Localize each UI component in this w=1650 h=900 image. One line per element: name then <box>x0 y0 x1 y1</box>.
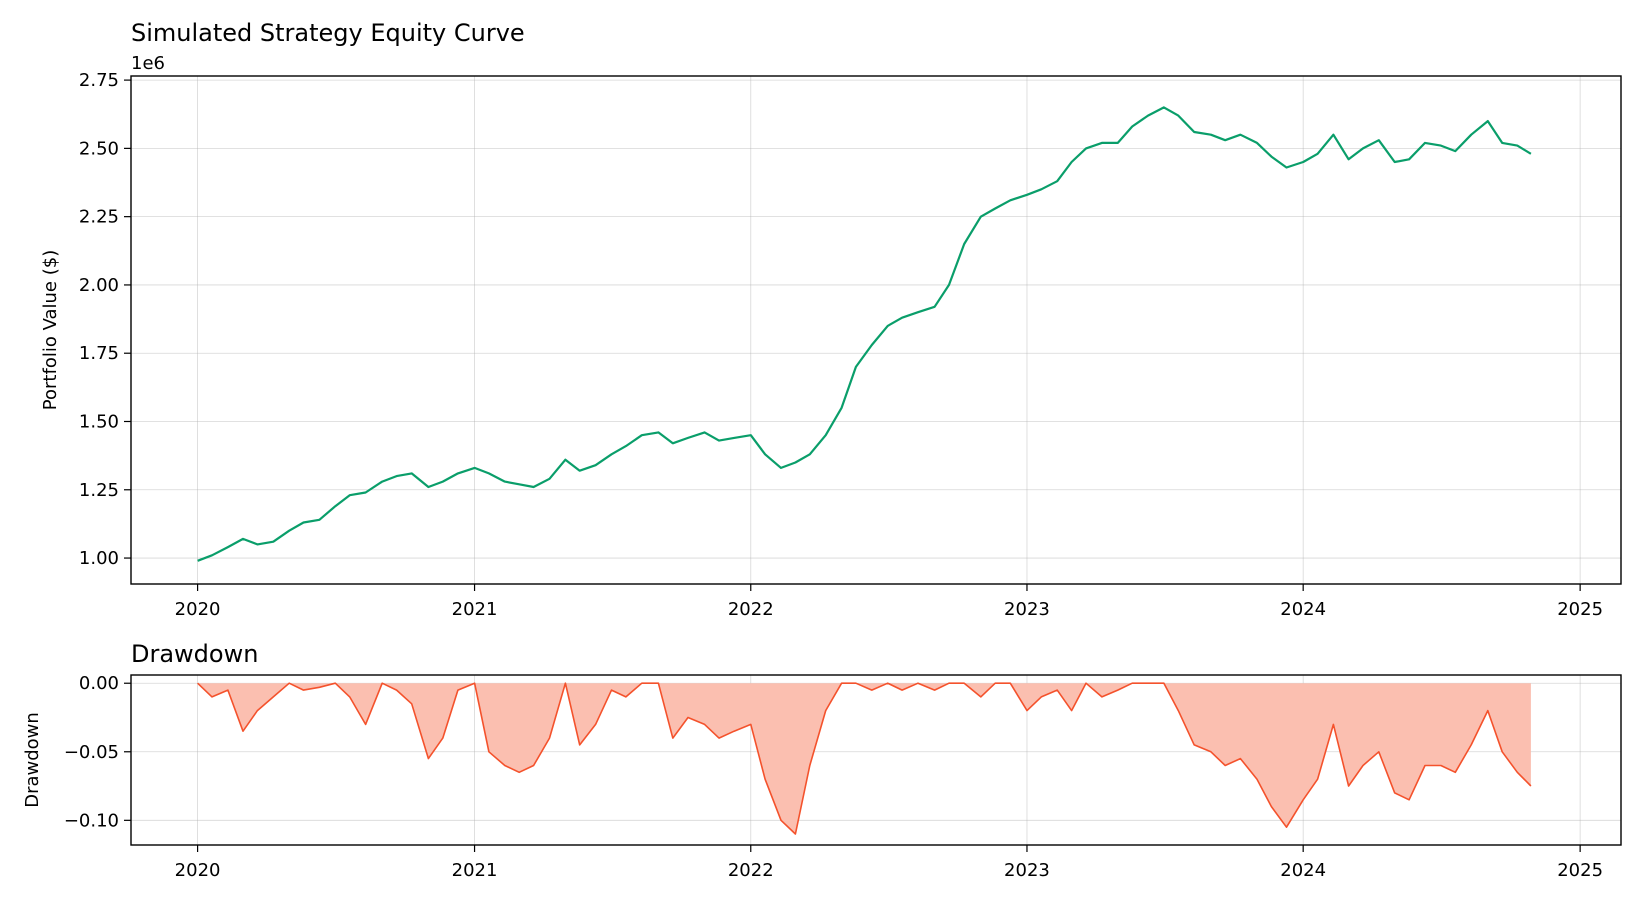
equity-y-tick-label: 1.00 <box>79 548 119 569</box>
drawdown-x-tick-label: 2021 <box>452 860 498 881</box>
drawdown-y-tick-label: −0.05 <box>64 742 119 763</box>
equity-y-tick-label: 2.25 <box>79 207 119 228</box>
equity-chart-panel: Simulated Strategy Equity Curve 1e6 2020… <box>40 19 1622 620</box>
equity-y-tick-label: 2.00 <box>79 275 119 296</box>
y-axis-label: Portfolio Value ($) <box>40 250 61 410</box>
equity-y-tick-label: 2.50 <box>79 138 119 159</box>
equity-grid <box>131 76 1621 584</box>
drawdown-plot-frame <box>130 674 1622 846</box>
equity-x-tick-label: 2020 <box>175 599 221 620</box>
drawdown-ticks: 2020 2021 2022 2023 2024 2025 0.00 −0.05 −0.10 <box>64 673 1603 881</box>
equity-y-tick-label: 1.25 <box>79 480 119 501</box>
equity-x-tick-label: 2024 <box>1280 599 1326 620</box>
drawdown-x-tick-label: 2022 <box>728 860 774 881</box>
equity-ticks: 2020 2021 2022 2023 2024 2025 1.00 1.25 1.50 1.75… <box>79 70 1603 620</box>
equity-y-tick-label: 1.75 <box>79 343 119 364</box>
y-offset-label: 1e6 <box>131 53 165 74</box>
drawdown-x-tick-label: 2023 <box>1004 860 1050 881</box>
equity-x-tick-label: 2021 <box>452 599 498 620</box>
equity-x-tick-label: 2022 <box>728 599 774 620</box>
drawdown-x-tick-label: 2025 <box>1557 860 1603 881</box>
drawdown-line <box>197 682 1532 835</box>
drawdown-y-tick-label: −0.10 <box>64 810 119 831</box>
equity-y-tick-label: 2.75 <box>79 70 119 91</box>
equity-line <box>197 106 1532 562</box>
equity-plot-frame <box>130 75 1622 585</box>
equity-y-tick-label: 1.50 <box>79 411 119 432</box>
drawdown-area-group <box>197 682 1532 835</box>
equity-x-tick-label: 2025 <box>1557 599 1603 620</box>
equity-line-group <box>197 106 1532 562</box>
drawdown-x-tick-label: 2024 <box>1280 860 1326 881</box>
drawdown-title: Drawdown <box>131 640 258 668</box>
drawdown-y-axis-label: Drawdown <box>22 712 43 808</box>
chart-title: Simulated Strategy Equity Curve <box>131 19 525 47</box>
drawdown-area-fill <box>197 683 1531 834</box>
drawdown-y-tick-label: 0.00 <box>79 673 119 694</box>
equity-x-tick-label: 2023 <box>1004 599 1050 620</box>
drawdown-chart-panel: Drawdown 2020 2021 2022 2023 2024 2025 0.00 −0.… <box>22 640 1622 881</box>
drawdown-x-tick-label: 2020 <box>175 860 221 881</box>
